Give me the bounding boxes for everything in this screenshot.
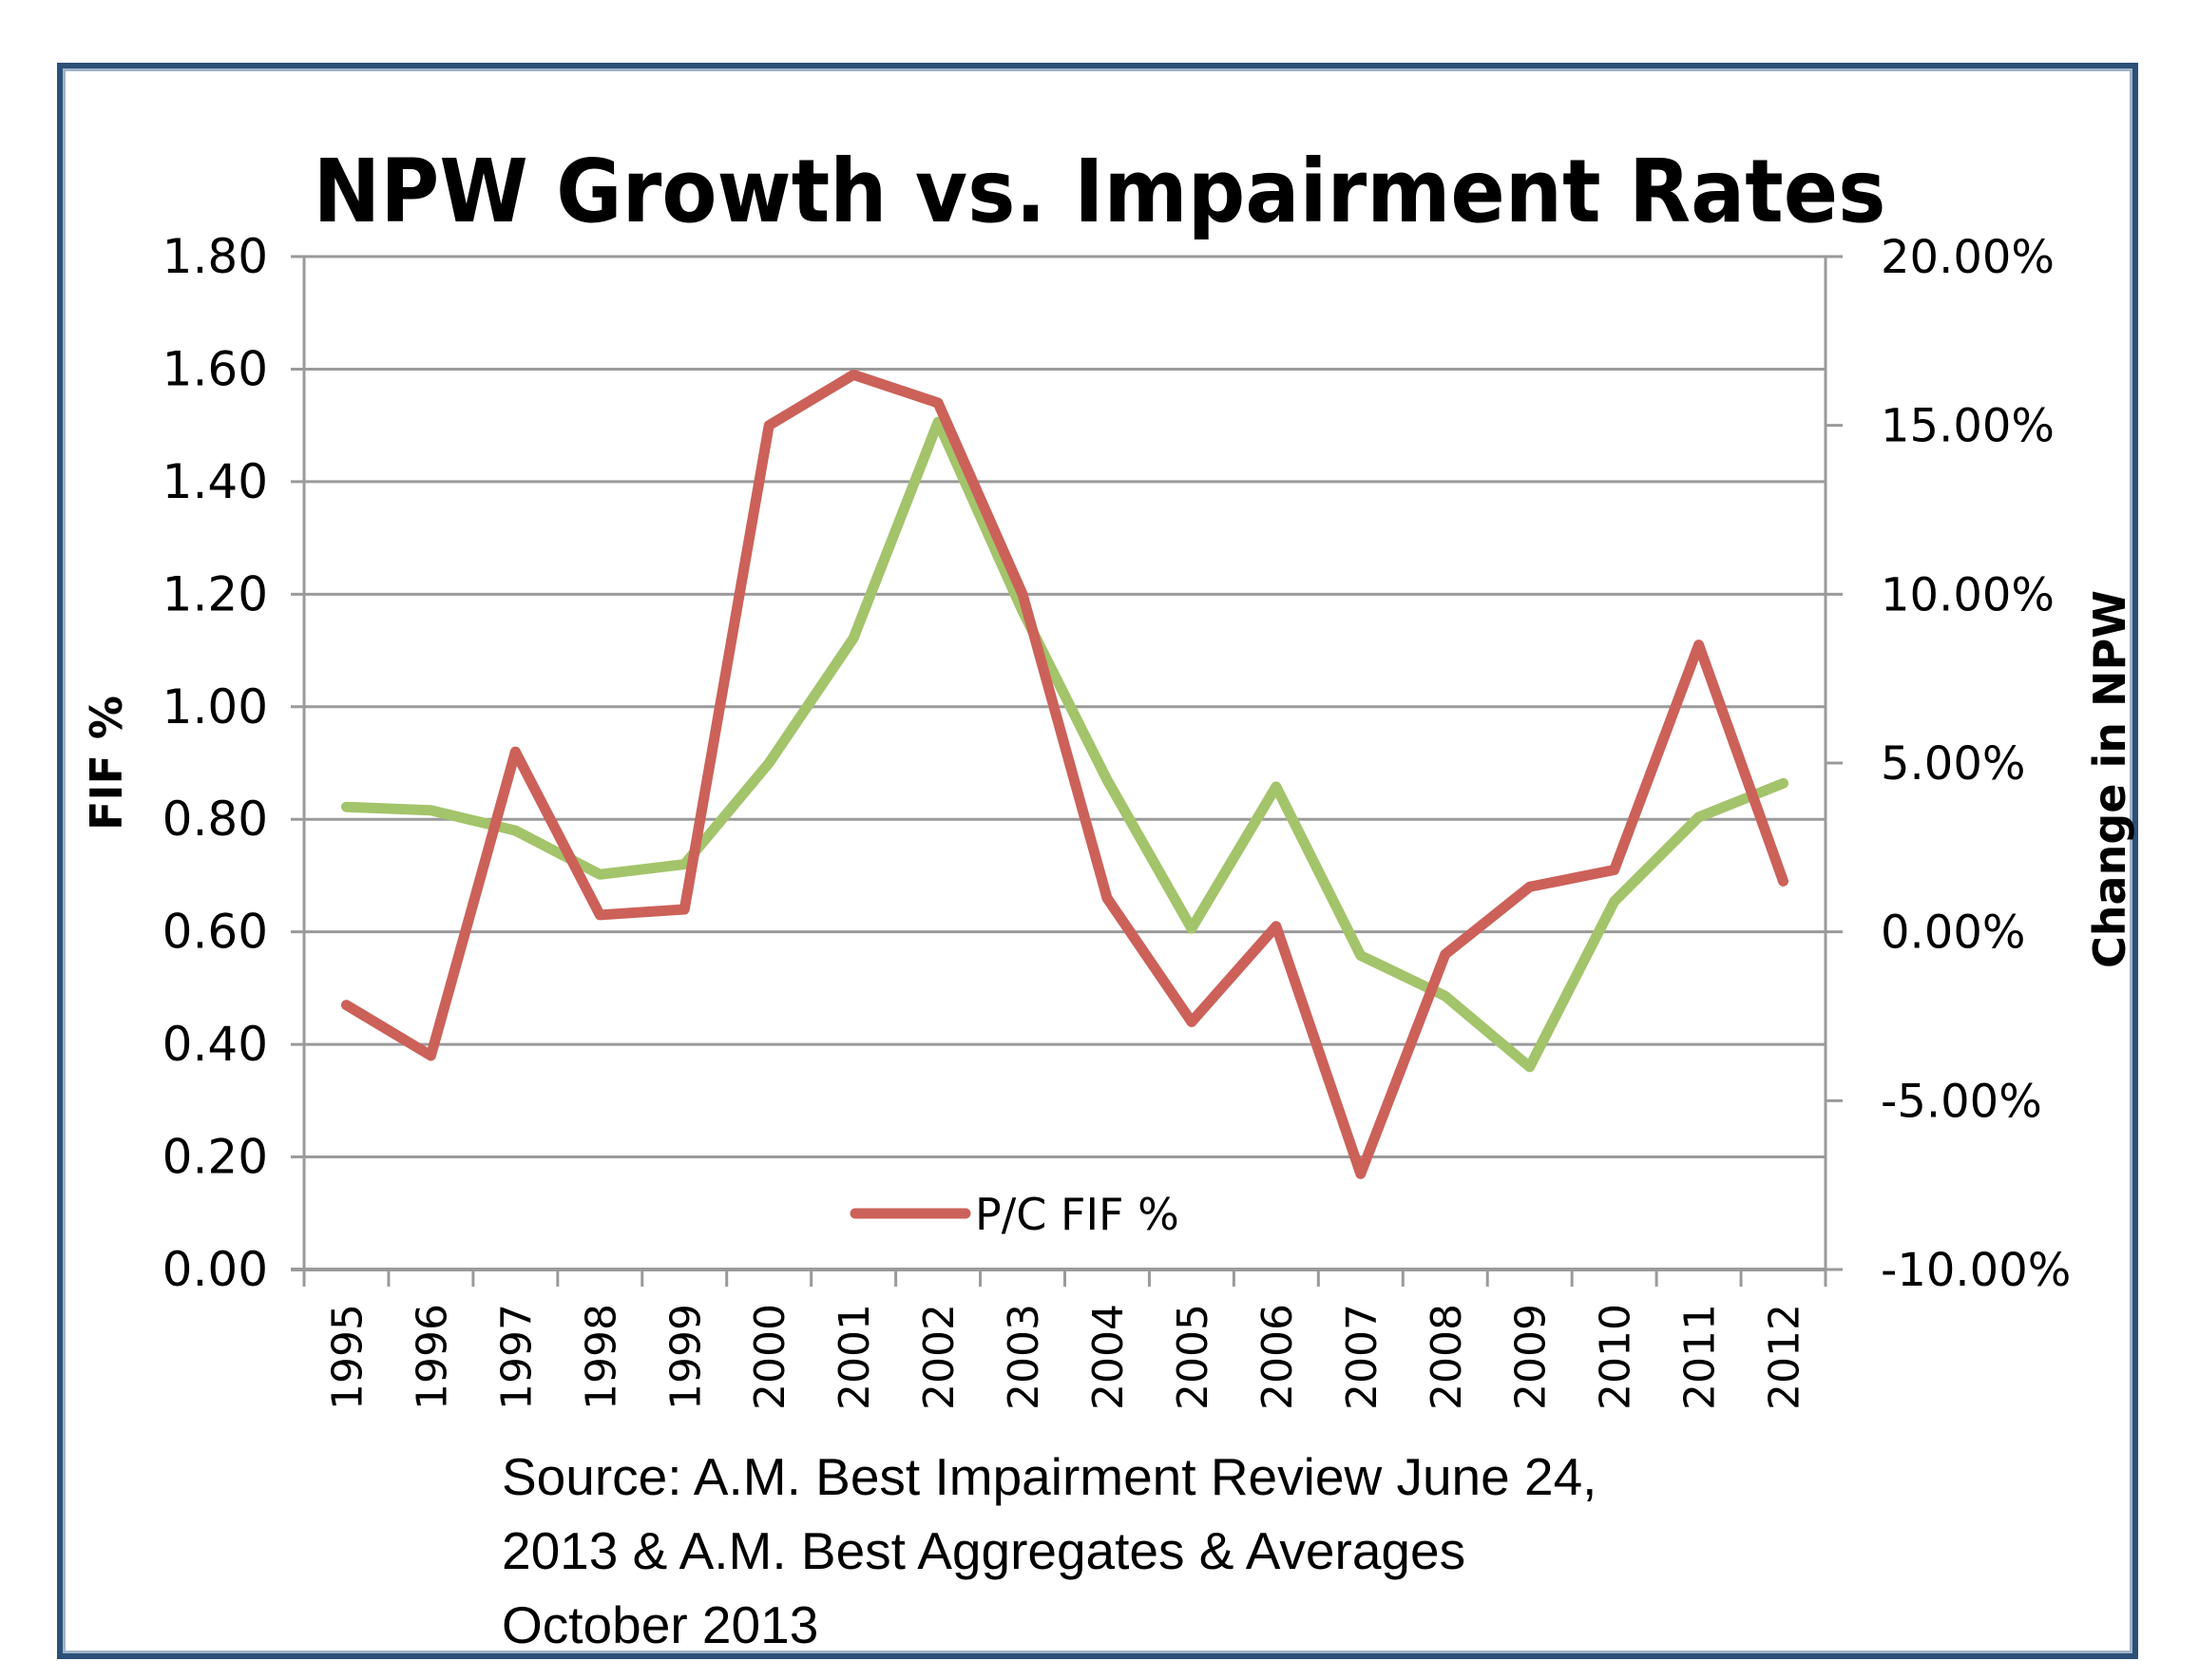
y-tick-label: 1.00 — [163, 679, 268, 735]
y-axis-label: FIF % — [81, 696, 132, 830]
x-tick-label: 2002 — [915, 1304, 964, 1410]
y2-tick-label: -5.00% — [1881, 1075, 2042, 1128]
x-tick-label: 2006 — [1253, 1304, 1302, 1410]
y-tick-label: 0.40 — [163, 1017, 268, 1072]
y-tick-label: 1.80 — [163, 229, 268, 284]
x-tick-label: 1998 — [577, 1304, 625, 1410]
chart-title: NPW Growth vs. Impairment Rates — [313, 141, 1886, 242]
x-tick-label: 1995 — [323, 1304, 372, 1410]
y2-tick-label: 0.00% — [1881, 907, 2025, 960]
x-tick-label: 2004 — [1084, 1304, 1133, 1410]
x-tick-label: 2009 — [1507, 1304, 1556, 1410]
y2-tick-label: 10.00% — [1881, 568, 2055, 621]
y-tick-label: 1.20 — [163, 566, 268, 621]
y-tick-label: 0.60 — [163, 905, 268, 960]
y-tick-label: 1.60 — [163, 341, 268, 396]
y2-axis-label: Change in NPW — [2084, 590, 2135, 968]
x-tick-label: 2005 — [1169, 1304, 1217, 1410]
x-tick-label: 1996 — [408, 1304, 456, 1410]
y2-tick-label: 5.00% — [1881, 737, 2025, 791]
source-line: Source: A.M. Best Impairment Review June… — [502, 1447, 1597, 1506]
x-tick-label: 1997 — [492, 1304, 541, 1410]
x-tick-label: 2007 — [1338, 1304, 1386, 1410]
y-tick-label: 0.80 — [163, 792, 268, 847]
source-line: 2013 & A.M. Best Aggregates & Averages — [502, 1521, 1466, 1580]
source-note: Source: A.M. Best Impairment Review June… — [502, 1440, 1832, 1662]
x-tick-label: 2003 — [1000, 1304, 1048, 1410]
y2-tick-label: 15.00% — [1881, 400, 2055, 453]
x-tick-label: 2000 — [746, 1304, 794, 1410]
x-tick-label: 2012 — [1761, 1304, 1809, 1410]
legend-label: P/C FIF % — [975, 1189, 1179, 1240]
y2-tick-label: 20.00% — [1881, 231, 2055, 284]
y-tick-label: 1.40 — [163, 454, 268, 509]
y-tick-label: 0.00 — [163, 1242, 268, 1297]
series-line — [340, 416, 1789, 1073]
x-tick-label: 2008 — [1423, 1304, 1471, 1410]
series-line — [340, 369, 1789, 1179]
x-tick-label: 2001 — [831, 1304, 879, 1410]
y-tick-label: 0.20 — [163, 1130, 268, 1185]
source-line: October 2013 — [502, 1595, 819, 1654]
x-tick-label: 2011 — [1676, 1304, 1725, 1410]
x-tick-label: 2010 — [1592, 1304, 1640, 1410]
x-tick-label: 1999 — [661, 1304, 710, 1410]
y2-tick-label: -10.00% — [1881, 1244, 2071, 1297]
